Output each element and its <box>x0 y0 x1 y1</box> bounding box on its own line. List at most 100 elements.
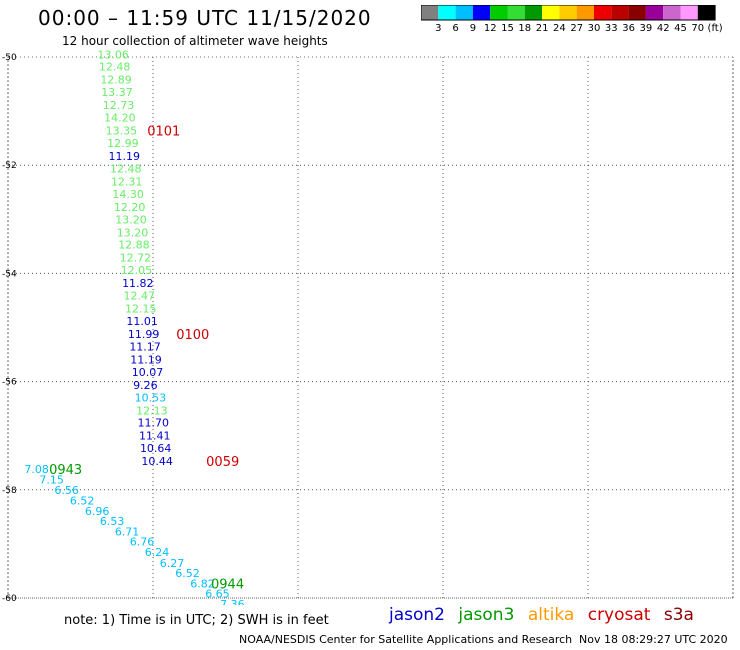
pass-time-label: 0943 <box>49 463 82 478</box>
wave-height-label: 10.64 <box>140 442 172 455</box>
color-swatch <box>438 5 456 20</box>
wave-height-label: 12.47 <box>124 290 155 303</box>
wave-height-label: 13.35 <box>106 125 138 138</box>
wave-height-label: 9.26 <box>133 379 158 392</box>
wave-height-label: 11.41 <box>139 430 171 443</box>
color-tick-label: 24 <box>553 23 566 34</box>
wave-height-label: 6.71 <box>115 525 140 538</box>
pass-time-label: 0059 <box>206 455 239 470</box>
color-tick-label: 70 <box>691 23 704 34</box>
legend-altika: altika <box>527 605 575 625</box>
color-swatch <box>576 5 594 20</box>
pass-time-label: 0100 <box>176 328 209 343</box>
color-swatch <box>542 5 560 20</box>
wave-height-label: 11.99 <box>128 328 160 341</box>
wave-height-label: 6.65 <box>205 588 230 601</box>
wave-height-label: 6.96 <box>85 505 110 518</box>
color-bar-border <box>421 5 716 21</box>
color-swatch <box>645 5 664 20</box>
color-tick-label: 27 <box>570 23 583 34</box>
color-tick-label: 6 <box>452 23 458 34</box>
units-note: note: 1) Time is in UTC; 2) SWH is in fe… <box>64 613 329 628</box>
plot-area: 757881848790-50-52-54-56-58-6013.0612.48… <box>2 48 734 605</box>
wave-height-label: 7.08 <box>24 463 49 476</box>
color-tick-label: 15 <box>501 23 514 34</box>
color-tick-label: 39 <box>640 23 653 34</box>
wave-height-label: 7.15 <box>39 474 64 487</box>
wave-height-label: 12.48 <box>99 61 131 74</box>
color-swatch <box>455 5 473 20</box>
wave-height-label: 11.19 <box>109 150 140 163</box>
wave-height-label: 11.19 <box>130 353 162 366</box>
wave-height-label: 12.89 <box>100 74 132 87</box>
wave-height-label: 14.30 <box>112 188 143 201</box>
legend-s3a: s3a <box>663 605 694 625</box>
wave-height-label: 13.20 <box>117 226 149 239</box>
wave-height-label: 13.37 <box>101 86 132 99</box>
pass-time-label: 0101 <box>147 125 180 140</box>
wave-height-label: 6.76 <box>130 536 155 549</box>
wave-height-label: 11.82 <box>122 277 154 290</box>
wave-height-label: 12.99 <box>107 137 139 150</box>
wave-height-label: 12.20 <box>114 201 146 214</box>
pass-time-label: 0944 <box>211 577 244 592</box>
y-tick-label: -60 <box>2 594 17 604</box>
wave-height-label: 12.13 <box>136 404 168 417</box>
wave-height-label: 12.73 <box>103 99 135 112</box>
y-tick-label: -58 <box>2 486 17 496</box>
color-swatch <box>559 5 577 20</box>
color-tick-label: 30 <box>588 23 601 34</box>
color-swatch <box>421 5 439 20</box>
wave-height-label: 6.82 <box>190 577 215 590</box>
color-tick-label: 42 <box>657 23 670 34</box>
wave-height-label: 13.06 <box>97 48 128 61</box>
wave-height-label: 10.53 <box>135 391 167 404</box>
wave-height-label: 12.48 <box>110 162 142 175</box>
color-swatch <box>697 5 716 20</box>
wave-height-label: 11.70 <box>138 417 170 430</box>
color-tick-label: 3 <box>435 23 441 34</box>
color-swatch <box>490 5 508 20</box>
color-scale-bar: 3 6 9 12 15 18 21 24 27 30 33 36 39 42 45 70 (ft) <box>421 5 723 34</box>
wave-height-label: 6.52 <box>175 567 200 580</box>
y-tick-label: -52 <box>2 161 17 171</box>
wave-height-label: 6.52 <box>70 495 95 508</box>
plot-frame <box>7 56 734 599</box>
wave-height-label: 10.44 <box>141 455 173 468</box>
color-swatch <box>663 5 681 20</box>
color-tick-label: 36 <box>622 23 635 34</box>
y-tick-label: -56 <box>2 378 17 388</box>
color-swatch <box>472 5 491 20</box>
satellite-legend: jason2 jason3 altika cryosat s3a <box>389 605 702 625</box>
color-swatch <box>680 5 698 20</box>
wave-height-label: 14.20 <box>104 112 136 125</box>
color-tick-label: 12 <box>484 23 497 34</box>
wave-height-label: 13.20 <box>115 213 147 226</box>
wave-height-label: 6.56 <box>54 484 79 497</box>
chart-title: 00:00 – 11:59 UTC 11/15/2020 <box>38 6 372 30</box>
chart-subtitle: 12 hour collection of altimeter wave hei… <box>62 34 328 48</box>
wave-height-label: 12.72 <box>120 252 151 265</box>
color-tick-label: 33 <box>605 23 618 34</box>
color-swatch <box>524 5 543 20</box>
color-swatch <box>507 5 525 20</box>
color-tick-label: 9 <box>470 23 476 34</box>
color-tick-label: 21 <box>536 23 549 34</box>
wave-height-label: 7.36 <box>220 598 245 605</box>
credit-line: NOAA/NESDIS Center for Satellite Applica… <box>239 633 573 646</box>
wave-height-label: 11.01 <box>126 315 157 328</box>
wave-height-label: 12.15 <box>125 303 157 316</box>
wave-height-label: 12.88 <box>118 239 150 252</box>
color-swatch <box>611 5 629 20</box>
color-tick-label: 18 <box>518 23 531 34</box>
color-tick-label: (ft) <box>708 23 723 34</box>
legend-cryosat: cryosat <box>587 605 651 625</box>
generated-timestamp: Nov 18 08:29:27 UTC 2020 <box>579 633 728 646</box>
y-tick-label: -50 <box>2 53 17 63</box>
color-swatch <box>628 5 646 20</box>
color-swatch <box>594 5 612 20</box>
wave-height-label: 12.05 <box>121 264 153 277</box>
legend-jason3: jason3 <box>458 605 515 625</box>
legend-jason2: jason2 <box>389 605 445 625</box>
wave-height-label: 6.27 <box>160 557 185 570</box>
